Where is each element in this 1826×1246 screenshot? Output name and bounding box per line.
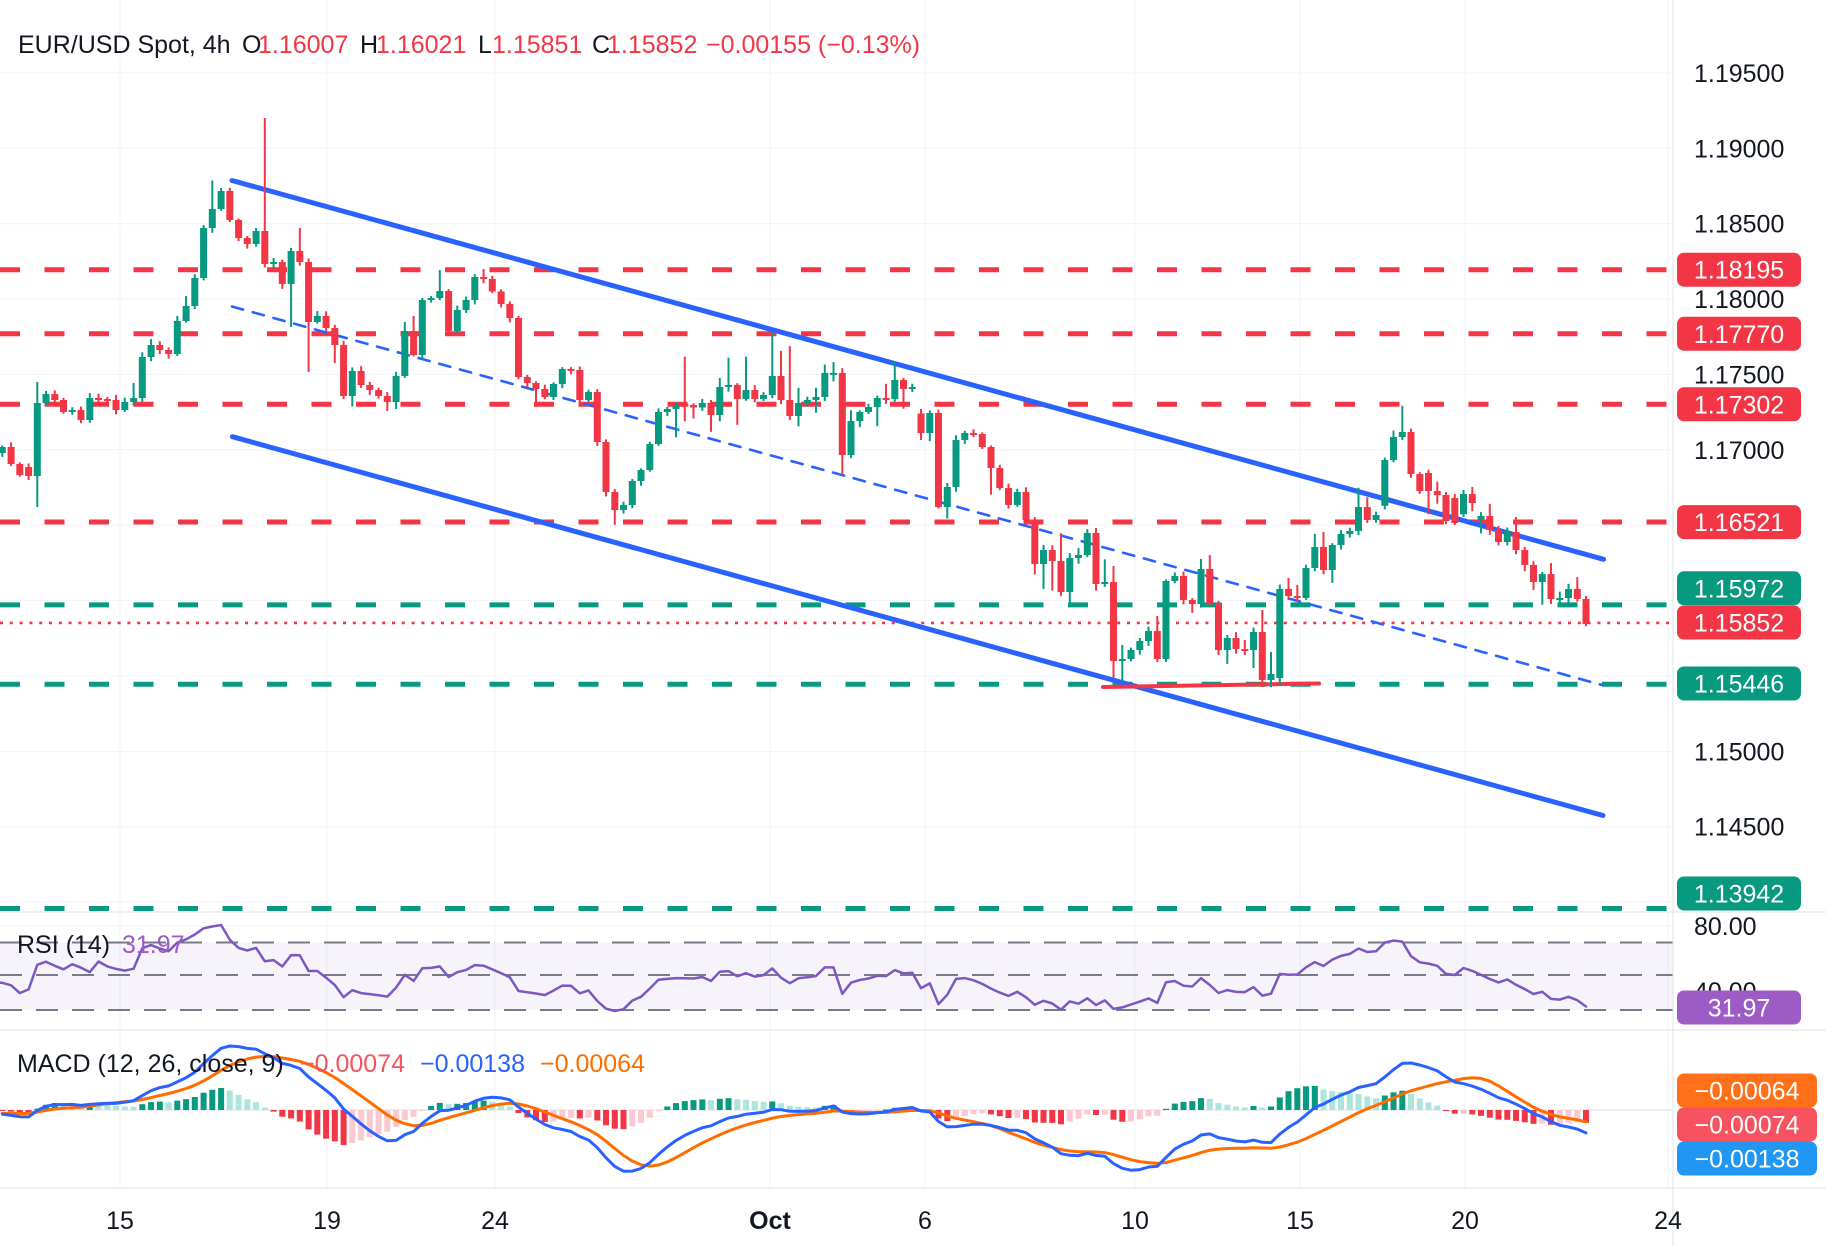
svg-text:H: H — [360, 31, 378, 59]
svg-text:−0.00064: −0.00064 — [540, 1050, 645, 1078]
svg-text:31.97: 31.97 — [1708, 995, 1771, 1023]
svg-text:−0.00138: −0.00138 — [1695, 1146, 1800, 1174]
svg-text:RSI (14): RSI (14) — [17, 931, 110, 959]
svg-text:1.15852: 1.15852 — [607, 31, 697, 59]
svg-text:1.18000: 1.18000 — [1694, 286, 1784, 314]
svg-text:1.17770: 1.17770 — [1694, 321, 1784, 349]
svg-text:1.16521: 1.16521 — [1694, 509, 1784, 537]
svg-text:1.19000: 1.19000 — [1694, 135, 1784, 163]
svg-text:1.14500: 1.14500 — [1694, 814, 1784, 842]
svg-text:−0.00155 (−0.13%): −0.00155 (−0.13%) — [706, 31, 920, 59]
svg-text:20: 20 — [1451, 1207, 1479, 1235]
svg-text:1.17302: 1.17302 — [1694, 391, 1784, 419]
svg-text:1.18195: 1.18195 — [1694, 257, 1784, 285]
svg-text:24: 24 — [481, 1207, 509, 1235]
svg-text:L: L — [478, 31, 492, 59]
svg-text:−0.00064: −0.00064 — [1695, 1078, 1800, 1106]
svg-text:1.13942: 1.13942 — [1694, 881, 1784, 909]
svg-text:1.16021: 1.16021 — [376, 31, 466, 59]
svg-text:EUR/USD Spot, 4h: EUR/USD Spot, 4h — [18, 31, 231, 59]
svg-text:1.15446: 1.15446 — [1694, 671, 1784, 699]
svg-text:10: 10 — [1121, 1207, 1149, 1235]
svg-text:1.18500: 1.18500 — [1694, 211, 1784, 239]
svg-text:−0.00074: −0.00074 — [300, 1050, 405, 1078]
svg-text:MACD (12, 26, close, 9): MACD (12, 26, close, 9) — [17, 1050, 284, 1078]
svg-text:1.17000: 1.17000 — [1694, 437, 1784, 465]
svg-text:31.97: 31.97 — [122, 931, 185, 959]
svg-text:−0.00138: −0.00138 — [420, 1050, 525, 1078]
svg-text:1.19500: 1.19500 — [1694, 60, 1784, 88]
svg-text:1.17500: 1.17500 — [1694, 361, 1784, 389]
svg-text:1.15000: 1.15000 — [1694, 738, 1784, 766]
svg-text:−0.00074: −0.00074 — [1695, 1112, 1800, 1140]
svg-text:1.15972: 1.15972 — [1694, 575, 1784, 603]
svg-text:80.00: 80.00 — [1694, 913, 1757, 941]
svg-text:1.15852: 1.15852 — [1694, 610, 1784, 638]
svg-text:1.16007: 1.16007 — [258, 31, 348, 59]
svg-text:O: O — [242, 31, 261, 59]
svg-text:24: 24 — [1654, 1207, 1682, 1235]
svg-text:6: 6 — [918, 1207, 932, 1235]
svg-text:Oct: Oct — [749, 1207, 791, 1235]
svg-text:19: 19 — [313, 1207, 341, 1235]
svg-text:15: 15 — [1286, 1207, 1314, 1235]
svg-text:C: C — [592, 31, 610, 59]
svg-text:1.15851: 1.15851 — [492, 31, 582, 59]
svg-text:15: 15 — [106, 1207, 134, 1235]
